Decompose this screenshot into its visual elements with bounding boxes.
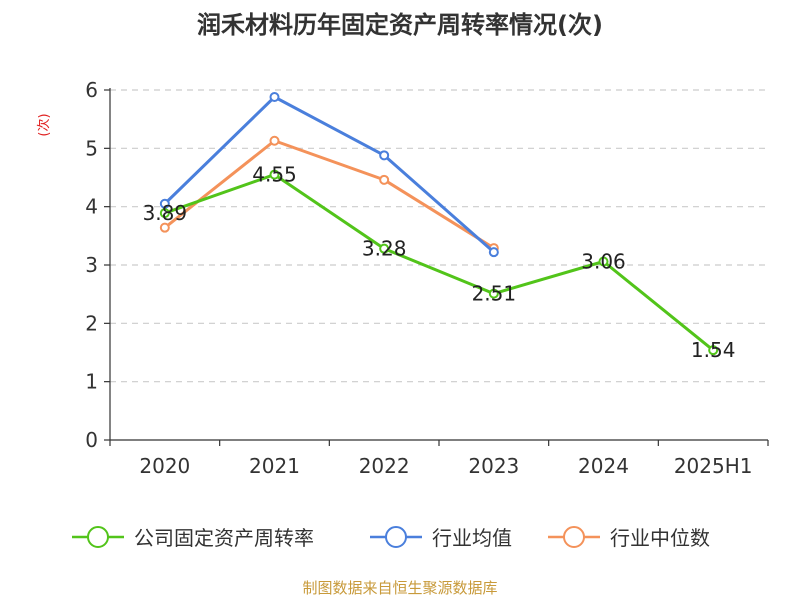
series xyxy=(159,92,719,356)
legend-item[interactable]: 行业均值 xyxy=(370,526,512,550)
data-label: 3.89 xyxy=(143,201,188,225)
y-tick-label: 6 xyxy=(85,78,98,102)
series-point xyxy=(379,150,390,161)
legend-item[interactable]: 行业中位数 xyxy=(548,526,710,550)
series-point xyxy=(159,222,170,233)
data-label: 4.55 xyxy=(252,163,297,187)
series-line xyxy=(163,139,495,250)
series-point xyxy=(598,256,609,267)
x-tick-label: 2022 xyxy=(359,454,410,478)
legend-marker xyxy=(385,526,407,548)
series-point xyxy=(269,135,280,146)
legend-marker xyxy=(87,526,109,548)
series-point xyxy=(159,198,170,209)
y-tick-label: 5 xyxy=(85,136,98,160)
data-labels: 3.89 4.55 3.28 2.51 3.06 1.54 xyxy=(143,163,736,363)
legend-marker xyxy=(563,526,585,548)
axes: 0 1 2 3 4 5 6 2020 2021 2022 2023 2024 2025H1 xyxy=(85,78,769,478)
grid xyxy=(110,89,768,383)
series-point xyxy=(269,92,280,102)
legend-label: 行业均值 xyxy=(432,526,512,550)
data-label: 1.54 xyxy=(691,338,736,362)
data-label: 3.28 xyxy=(362,237,407,261)
x-tick-label: 2021 xyxy=(249,454,300,478)
y-tick-label: 4 xyxy=(85,195,98,219)
x-tick-label: 2020 xyxy=(139,454,190,478)
series-point xyxy=(488,288,499,299)
series-point xyxy=(379,174,390,185)
series-point xyxy=(379,243,390,254)
data-label: 2.51 xyxy=(472,282,517,306)
series-point xyxy=(708,345,719,356)
series-point xyxy=(269,169,280,180)
data-label: 3.06 xyxy=(581,250,626,274)
series-line xyxy=(164,173,715,352)
y-tick-label: 2 xyxy=(85,311,98,335)
y-tick-label: 0 xyxy=(85,428,98,452)
series-point xyxy=(159,208,170,219)
x-tick-label: 2023 xyxy=(468,454,519,478)
legend-label: 行业中位数 xyxy=(610,526,710,550)
chart-title: 润禾材料历年固定资产周转率情况(次) xyxy=(197,11,603,39)
y-tick-label: 3 xyxy=(85,253,98,277)
x-tick-label: 2024 xyxy=(578,454,629,478)
y-axis-label: (次) xyxy=(36,113,52,136)
legend: 公司固定资产周转率 行业均值 行业中位数 xyxy=(72,526,710,550)
series-line xyxy=(163,95,495,254)
x-tick-label: 2025H1 xyxy=(674,454,753,478)
legend-item[interactable]: 公司固定资产周转率 xyxy=(72,526,314,550)
source-note: 制图数据来自恒生聚源数据库 xyxy=(302,579,497,597)
legend-label: 公司固定资产周转率 xyxy=(134,526,314,550)
y-tick-label: 1 xyxy=(85,370,98,394)
series-point xyxy=(488,247,499,258)
